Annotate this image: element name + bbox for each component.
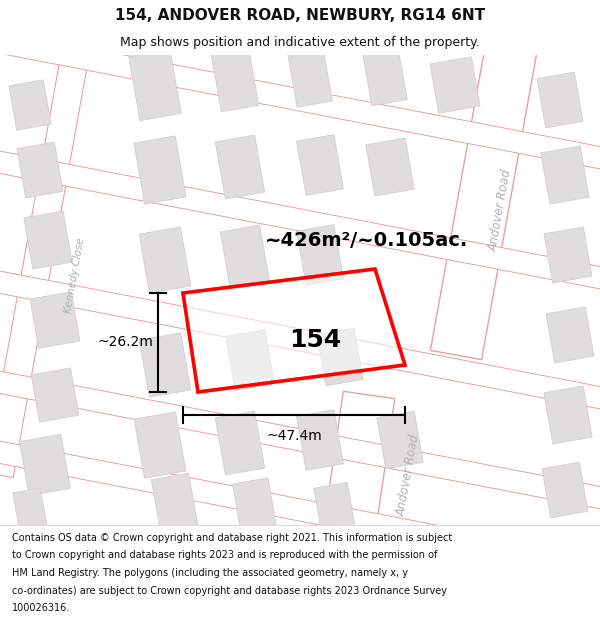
Text: co-ordinates) are subject to Crown copyright and database rights 2023 Ordnance S: co-ordinates) are subject to Crown copyr… (12, 586, 447, 596)
Polygon shape (139, 332, 191, 398)
Polygon shape (151, 473, 199, 537)
Text: Andover Road: Andover Road (394, 433, 422, 517)
Text: Contains OS data © Crown copyright and database right 2021. This information is : Contains OS data © Crown copyright and d… (12, 533, 452, 543)
Text: to Crown copyright and database rights 2023 and is reproduced with the permissio: to Crown copyright and database rights 2… (12, 551, 437, 561)
Polygon shape (0, 197, 600, 483)
Polygon shape (183, 269, 405, 392)
Polygon shape (30, 292, 80, 348)
Polygon shape (0, 32, 92, 478)
Polygon shape (296, 134, 343, 196)
Polygon shape (363, 48, 407, 106)
Polygon shape (226, 329, 274, 391)
Polygon shape (0, 77, 600, 363)
Polygon shape (287, 47, 332, 108)
Polygon shape (296, 409, 343, 471)
Polygon shape (128, 49, 181, 121)
Polygon shape (215, 411, 265, 475)
Polygon shape (546, 307, 594, 363)
Polygon shape (314, 482, 356, 539)
Polygon shape (17, 142, 63, 198)
Text: Map shows position and indicative extent of the property.: Map shows position and indicative extent… (120, 36, 480, 49)
Text: ~26.2m: ~26.2m (97, 336, 153, 349)
Polygon shape (0, 297, 600, 583)
Polygon shape (134, 136, 186, 204)
Polygon shape (134, 412, 186, 478)
Polygon shape (430, 57, 480, 113)
Polygon shape (139, 227, 191, 293)
Polygon shape (20, 434, 70, 496)
Text: HM Land Registry. The polygons (including the associated geometry, namely x, y: HM Land Registry. The polygons (includin… (12, 568, 408, 578)
Polygon shape (542, 462, 588, 518)
Text: Andover Road: Andover Road (487, 168, 514, 252)
Polygon shape (24, 211, 72, 269)
Polygon shape (541, 146, 589, 204)
Polygon shape (0, 0, 600, 243)
Polygon shape (220, 225, 270, 289)
Polygon shape (13, 488, 47, 532)
Polygon shape (31, 368, 79, 422)
Polygon shape (0, 367, 600, 625)
Text: 154: 154 (289, 328, 341, 352)
Polygon shape (544, 227, 592, 283)
Polygon shape (430, 1, 545, 359)
Text: 154, ANDOVER ROAD, NEWBURY, RG14 6NT: 154, ANDOVER ROAD, NEWBURY, RG14 6NT (115, 8, 485, 23)
Polygon shape (317, 328, 363, 386)
Polygon shape (211, 48, 259, 112)
Text: ~47.4m: ~47.4m (266, 429, 322, 443)
Polygon shape (544, 386, 592, 444)
Polygon shape (316, 391, 395, 589)
Polygon shape (215, 135, 265, 199)
Polygon shape (232, 478, 278, 538)
Polygon shape (366, 138, 414, 196)
Polygon shape (296, 224, 343, 286)
Text: 100026316.: 100026316. (12, 603, 70, 613)
Text: ~426m²/~0.105ac.: ~426m²/~0.105ac. (265, 231, 468, 250)
Text: Kennedy Close: Kennedy Close (64, 236, 86, 314)
Polygon shape (377, 411, 423, 469)
Polygon shape (9, 80, 51, 130)
Polygon shape (537, 72, 583, 128)
